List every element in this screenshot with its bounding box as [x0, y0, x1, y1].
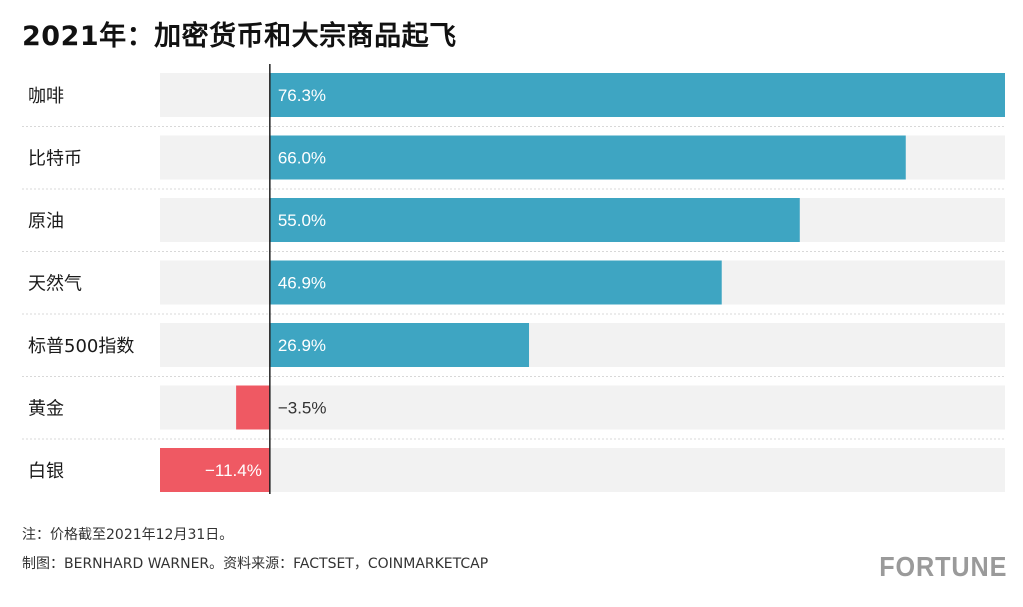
bar: [236, 385, 270, 430]
category-label: 标普500指数: [28, 336, 134, 357]
bar: [269, 260, 722, 305]
chart-title: 2021年：加密货币和大宗商品起飞: [22, 21, 457, 52]
category-label: 咖啡: [28, 86, 64, 107]
data-label: 76.3%: [278, 86, 326, 105]
source-credit: 制图：BERNHARD WARNER。资料来源：FACTSET，COINMARK…: [22, 556, 489, 572]
category-label: 天然气: [28, 274, 82, 295]
category-label: 比特币: [28, 149, 82, 170]
footnote: 注：价格截至2021年12月31日。: [22, 527, 234, 543]
category-label: 黄金: [28, 399, 64, 420]
data-label: 55.0%: [278, 211, 326, 230]
category-label: 白银: [28, 461, 64, 482]
bar-chart: 咖啡 76.3% 比特币 66.0% 原油 55.0% 天然气 46.9% 标普500指数 26.…: [22, 64, 1006, 494]
data-label: −3.5%: [278, 399, 327, 418]
category-label: 原油: [28, 211, 64, 232]
fortune-logo: FORTUNE: [878, 551, 1007, 582]
bar: [269, 323, 530, 367]
bar: [269, 73, 1006, 117]
bar: [160, 448, 270, 492]
data-label: −11.4%: [205, 461, 262, 480]
bar: [269, 198, 800, 242]
bar-track: [160, 385, 1005, 430]
data-label: 46.9%: [278, 274, 326, 293]
bar: [269, 135, 906, 180]
bar-track: [160, 448, 1005, 492]
data-label: 66.0%: [278, 149, 326, 168]
data-label: 26.9%: [278, 336, 326, 355]
